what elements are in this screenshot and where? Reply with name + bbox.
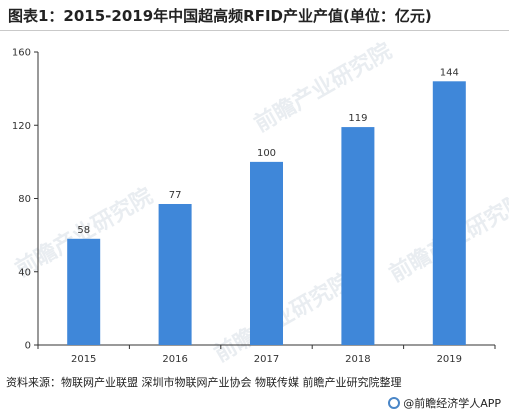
y-tick-label: 0 — [25, 341, 31, 352]
x-tick-label: 2019 — [437, 354, 462, 365]
bar-2018 — [341, 127, 375, 345]
source-note: 资料来源：物联网产业联盟 深圳市物联网产业协会 物联传媒 前瞻产业研究院整理 — [6, 376, 402, 389]
data-label: 77 — [169, 190, 182, 201]
bar-2017 — [250, 161, 283, 345]
data-label: 144 — [440, 67, 459, 78]
title-divider — [0, 30, 509, 31]
y-tick-label: 160 — [12, 48, 31, 59]
x-tick-label: 2017 — [254, 354, 279, 365]
y-tick-label: 40 — [18, 267, 31, 278]
x-tick-label: 2018 — [345, 354, 370, 365]
bar-2015 — [67, 238, 101, 345]
brand-logo-icon — [388, 397, 401, 409]
brand-credit: @前瞻经济学人APP — [388, 395, 501, 411]
y-tick-label: 80 — [18, 194, 31, 205]
bar-2019 — [432, 81, 466, 346]
brand-text: @前瞻经济学人APP — [403, 397, 501, 410]
data-label: 119 — [348, 113, 367, 124]
chart-title: 图表1：2015-2019年中国超高频RFID产业产值(单位：亿元) — [8, 7, 432, 25]
y-tick-label: 120 — [12, 121, 31, 132]
data-label: 100 — [257, 148, 276, 159]
bar-chart: 0 40 80 120 160 58 2015 77 2016 100 2017 119 2018 144… — [12, 48, 496, 365]
data-label: 58 — [77, 225, 90, 236]
x-tick-label: 2015 — [71, 354, 96, 365]
x-tick-label: 2016 — [162, 354, 187, 365]
bar-2016 — [158, 203, 192, 345]
